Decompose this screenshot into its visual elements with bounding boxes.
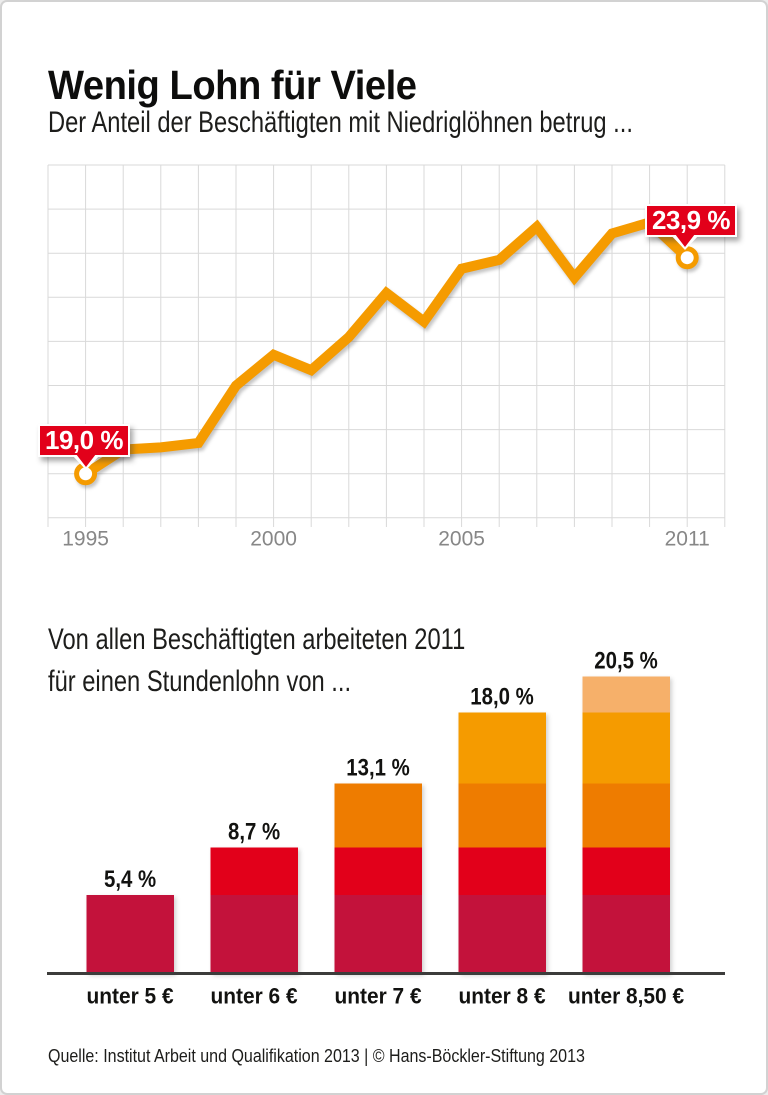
callout-2011: 23,9 %: [645, 204, 737, 250]
wage-share-polyline: [82, 216, 691, 479]
x-tick-label-2011: 2011: [665, 528, 710, 551]
bar-unter 7 €: [334, 783, 422, 974]
bar-chart-subtitle-line2: für einen Stundenlohn von ...: [48, 665, 352, 698]
callout-1995-value: 19,0 %: [45, 425, 123, 455]
data-point-marker-2011: [675, 246, 699, 270]
bar-segment: [210, 895, 298, 974]
bar-unter 6 €: [210, 847, 298, 974]
bar-segment: [210, 847, 298, 896]
bar-chart-subtitle-line1: Von allen Beschäftigten arbeiteten 2011: [48, 623, 466, 656]
bar-segment: [582, 676, 670, 713]
line-chart-x-axis: 1995 2000 2005 2011: [62, 528, 710, 551]
bar-segment: [334, 895, 422, 974]
bar-segment: [582, 783, 670, 848]
bar-segment: [334, 847, 422, 896]
bar-segment: [86, 895, 174, 974]
bar-value-label: 8,7 %: [228, 818, 280, 845]
bar-unter 5 €: [86, 895, 174, 974]
callout-pointer: [675, 234, 695, 247]
bar-segment: [458, 847, 546, 896]
callout-pointer: [76, 454, 96, 467]
bar-unter 8 €: [458, 712, 546, 974]
bar-segment: [582, 847, 670, 896]
bar-value-label: 20,5 %: [594, 647, 658, 674]
line-chart-grid: [47, 164, 726, 527]
page-title: Wenig Lohn für Viele: [48, 62, 417, 109]
x-tick-label-2005: 2005: [438, 528, 485, 551]
bar-unter 8,50 €: [582, 676, 670, 974]
bar-category-label: unter 5 €: [87, 984, 174, 1009]
callout-1995: 19,0 %: [38, 424, 130, 470]
bar-category-label: unter 8,50 €: [568, 984, 684, 1009]
source-note: Quelle: Institut Arbeit und Qualifikatio…: [48, 1046, 585, 1066]
callout-2011-value: 23,9 %: [652, 205, 730, 235]
bar-chart: 5,4 % unter 5 € 8,7 % unter 6 € 13,1 % unter …: [47, 647, 725, 1009]
bar-category-label: unter 8 €: [459, 984, 546, 1009]
bar-segment: [458, 783, 546, 848]
bar-value-label: 5,4 %: [104, 866, 156, 893]
x-tick-label-2000: 2000: [250, 528, 297, 551]
bar-segment: [582, 712, 670, 784]
bar-segment: [458, 895, 546, 974]
bar-chart-axis: [47, 972, 725, 975]
bar-segment: [458, 712, 546, 784]
line-chart-subtitle: Der Anteil der Beschäftigten mit Niedrig…: [48, 106, 633, 139]
bar-segment: [582, 895, 670, 974]
bar-segment: [334, 783, 422, 848]
bar-category-label: unter 6 €: [211, 984, 298, 1009]
bar-chart-subtitle: Von allen Beschäftigten arbeiteten 2011 …: [48, 619, 465, 703]
bar-value-label: 13,1 %: [346, 754, 410, 781]
bar-category-label: unter 7 €: [335, 984, 422, 1009]
x-tick-label-1995: 1995: [62, 528, 109, 551]
bar-value-label: 18,0 %: [470, 683, 534, 710]
